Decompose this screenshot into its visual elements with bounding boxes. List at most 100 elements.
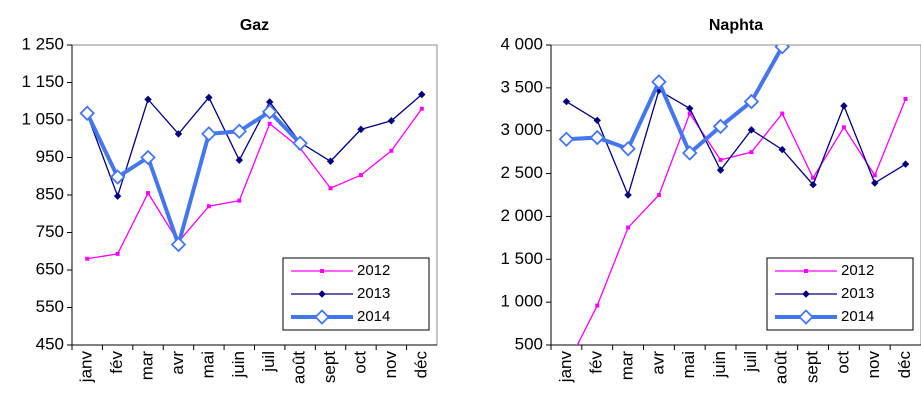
chart-title: Gaz bbox=[240, 17, 269, 34]
marker bbox=[201, 126, 217, 142]
marker bbox=[749, 150, 754, 155]
marker bbox=[656, 193, 661, 197]
x-tick-label: déc bbox=[411, 351, 430, 379]
x-tick-label: mai bbox=[198, 351, 217, 378]
marker bbox=[589, 129, 606, 146]
marker bbox=[681, 145, 698, 161]
series-line bbox=[566, 89, 906, 197]
legend-label: 2012 bbox=[357, 262, 390, 279]
x-tick-label: sept bbox=[803, 351, 822, 383]
legend-label: 2014 bbox=[841, 308, 874, 325]
marker bbox=[231, 123, 248, 140]
marker bbox=[687, 111, 692, 116]
marker bbox=[871, 179, 879, 187]
marker bbox=[809, 181, 817, 189]
marker bbox=[747, 126, 756, 134]
marker bbox=[261, 103, 278, 120]
marker bbox=[170, 236, 187, 253]
marker bbox=[798, 309, 814, 325]
series-line bbox=[86, 94, 423, 199]
series-line bbox=[85, 109, 302, 252]
y-tick-label: 950 bbox=[36, 147, 64, 166]
marker bbox=[389, 148, 394, 153]
x-tick-label: avr bbox=[168, 351, 187, 375]
legend-label: 2014 bbox=[357, 308, 390, 325]
legend-label: 2013 bbox=[841, 285, 874, 302]
marker bbox=[780, 111, 785, 116]
legend: 2012 2013 2014 bbox=[282, 257, 430, 331]
x-tick-label: août bbox=[290, 351, 309, 384]
y-tick-label: 2 000 bbox=[500, 206, 543, 225]
series-group bbox=[79, 90, 426, 261]
x-tick-label: janv bbox=[77, 351, 96, 384]
marker bbox=[144, 95, 152, 104]
marker bbox=[593, 116, 601, 125]
x-tick-label: mar bbox=[618, 351, 637, 381]
x-tick-label: juil bbox=[259, 351, 278, 373]
x-tick-label: fév bbox=[587, 351, 606, 374]
marker bbox=[237, 198, 242, 203]
chart-title: Naphta bbox=[709, 17, 763, 34]
marker bbox=[840, 102, 848, 110]
y-tick-label: 1 150 bbox=[21, 72, 64, 91]
marker bbox=[419, 106, 424, 111]
marker bbox=[267, 121, 272, 126]
marker bbox=[562, 97, 571, 106]
x-tick-label: fév bbox=[107, 351, 126, 374]
y-tick-label: 500 bbox=[515, 334, 543, 353]
marker bbox=[802, 290, 810, 298]
marker bbox=[743, 93, 760, 110]
x-tick-label: avr bbox=[648, 351, 667, 375]
series-group bbox=[558, 45, 910, 345]
marker bbox=[109, 169, 126, 185]
x-tick-label: juin bbox=[229, 351, 248, 378]
marker bbox=[718, 157, 723, 162]
marker bbox=[115, 251, 120, 256]
x-tick-label: nov bbox=[381, 351, 400, 379]
marker bbox=[558, 131, 575, 148]
marker bbox=[292, 135, 308, 152]
marker bbox=[174, 130, 183, 138]
marker bbox=[841, 125, 846, 130]
marker bbox=[626, 225, 631, 230]
marker bbox=[811, 175, 816, 180]
y-tick-label: 550 bbox=[36, 297, 64, 316]
y-tick-label: 450 bbox=[36, 334, 64, 353]
marker bbox=[140, 149, 156, 166]
marker bbox=[804, 269, 808, 273]
x-tick-label: déc bbox=[895, 351, 914, 379]
y-tick-label: 3 500 bbox=[500, 77, 543, 96]
chart: Naphta 500 1 000 1 500 2 000 2 500 3 000 3 500 4… bbox=[500, 17, 921, 384]
legend-label: 2013 bbox=[357, 285, 390, 302]
y-tick-label: 4 000 bbox=[500, 34, 543, 53]
x-tick-label: mai bbox=[679, 351, 698, 378]
marker bbox=[358, 173, 363, 178]
y-tick-label: 2 500 bbox=[500, 163, 543, 182]
marker bbox=[651, 74, 667, 90]
y-tick-label: 750 bbox=[36, 222, 64, 241]
series-line bbox=[87, 108, 423, 260]
marker bbox=[79, 105, 95, 122]
x-tick-label: oct bbox=[833, 351, 852, 374]
marker bbox=[205, 93, 213, 102]
series-line bbox=[576, 98, 907, 345]
marker bbox=[778, 145, 786, 154]
y-tick-label: 1 050 bbox=[21, 109, 64, 128]
y-tick-label: 1 000 bbox=[500, 292, 543, 311]
x-tick-label: sept bbox=[320, 351, 339, 383]
x-tick-label: nov bbox=[864, 351, 883, 379]
marker bbox=[85, 256, 90, 261]
marker bbox=[901, 160, 910, 168]
marker bbox=[146, 191, 151, 196]
y-tick-label: 1 250 bbox=[21, 34, 64, 53]
x-tick-label: oct bbox=[350, 351, 369, 374]
marker bbox=[595, 303, 600, 308]
x-tick-label: août bbox=[772, 351, 791, 384]
marker bbox=[320, 269, 324, 273]
marker bbox=[326, 157, 335, 165]
marker bbox=[357, 125, 365, 134]
legend-label: 2012 bbox=[841, 262, 874, 279]
chart: Gaz 450 550 650 750 850 950 1 050 1 150 1 250 janv… bbox=[21, 17, 438, 384]
